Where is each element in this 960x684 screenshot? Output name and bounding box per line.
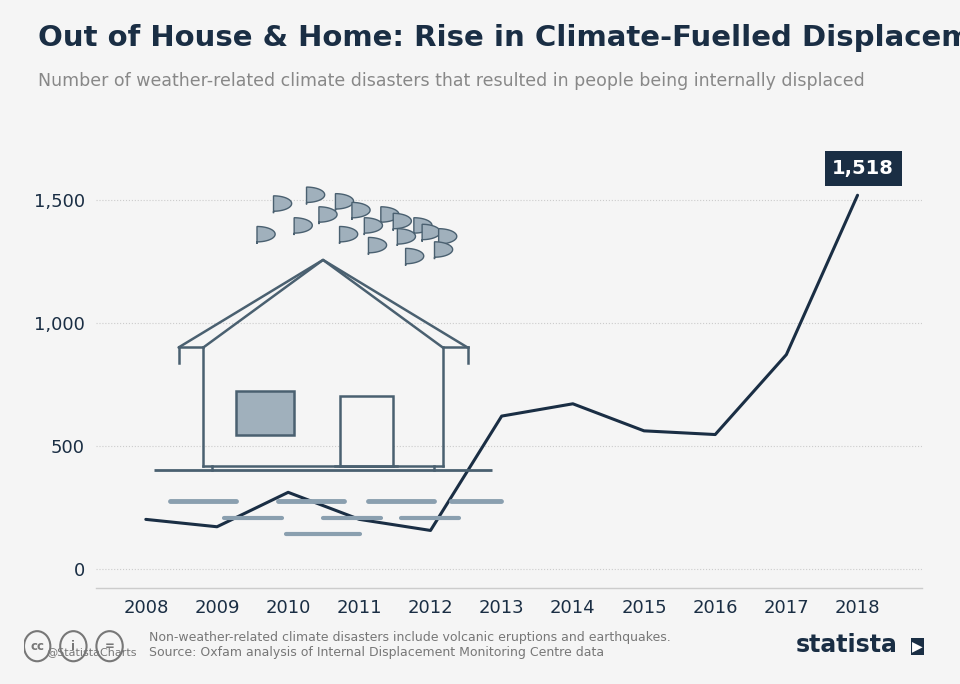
Text: Source: Oxfam analysis of Internal Displacement Monitoring Centre data: Source: Oxfam analysis of Internal Displ… xyxy=(149,646,604,659)
PathPatch shape xyxy=(294,218,312,235)
PathPatch shape xyxy=(381,207,399,224)
PathPatch shape xyxy=(274,196,292,213)
Text: 1,518: 1,518 xyxy=(832,159,894,178)
FancyBboxPatch shape xyxy=(340,395,394,466)
PathPatch shape xyxy=(306,187,324,205)
Text: ▶: ▶ xyxy=(912,640,923,653)
PathPatch shape xyxy=(414,218,432,235)
Text: @StatistaCharts: @StatistaCharts xyxy=(46,646,136,657)
PathPatch shape xyxy=(422,224,441,241)
Text: Out of House & Home: Rise in Climate-Fuelled Displacement: Out of House & Home: Rise in Climate-Fue… xyxy=(38,24,960,52)
FancyBboxPatch shape xyxy=(236,391,294,435)
PathPatch shape xyxy=(394,213,411,231)
PathPatch shape xyxy=(352,202,370,220)
PathPatch shape xyxy=(439,228,457,246)
Text: statista: statista xyxy=(796,633,898,657)
Text: Non-weather-related climate disasters include volcanic eruptions and earthquakes: Non-weather-related climate disasters in… xyxy=(149,631,670,644)
PathPatch shape xyxy=(397,228,416,246)
PathPatch shape xyxy=(335,194,353,211)
PathPatch shape xyxy=(319,207,337,224)
PathPatch shape xyxy=(340,226,358,244)
Text: Number of weather-related climate disasters that resulted in people being intern: Number of weather-related climate disast… xyxy=(38,72,865,90)
Text: cc: cc xyxy=(30,640,44,653)
PathPatch shape xyxy=(369,237,387,254)
PathPatch shape xyxy=(257,226,276,244)
PathPatch shape xyxy=(365,218,382,235)
Text: =: = xyxy=(105,640,114,653)
PathPatch shape xyxy=(435,242,452,259)
PathPatch shape xyxy=(405,248,423,265)
Text: i: i xyxy=(71,640,76,653)
